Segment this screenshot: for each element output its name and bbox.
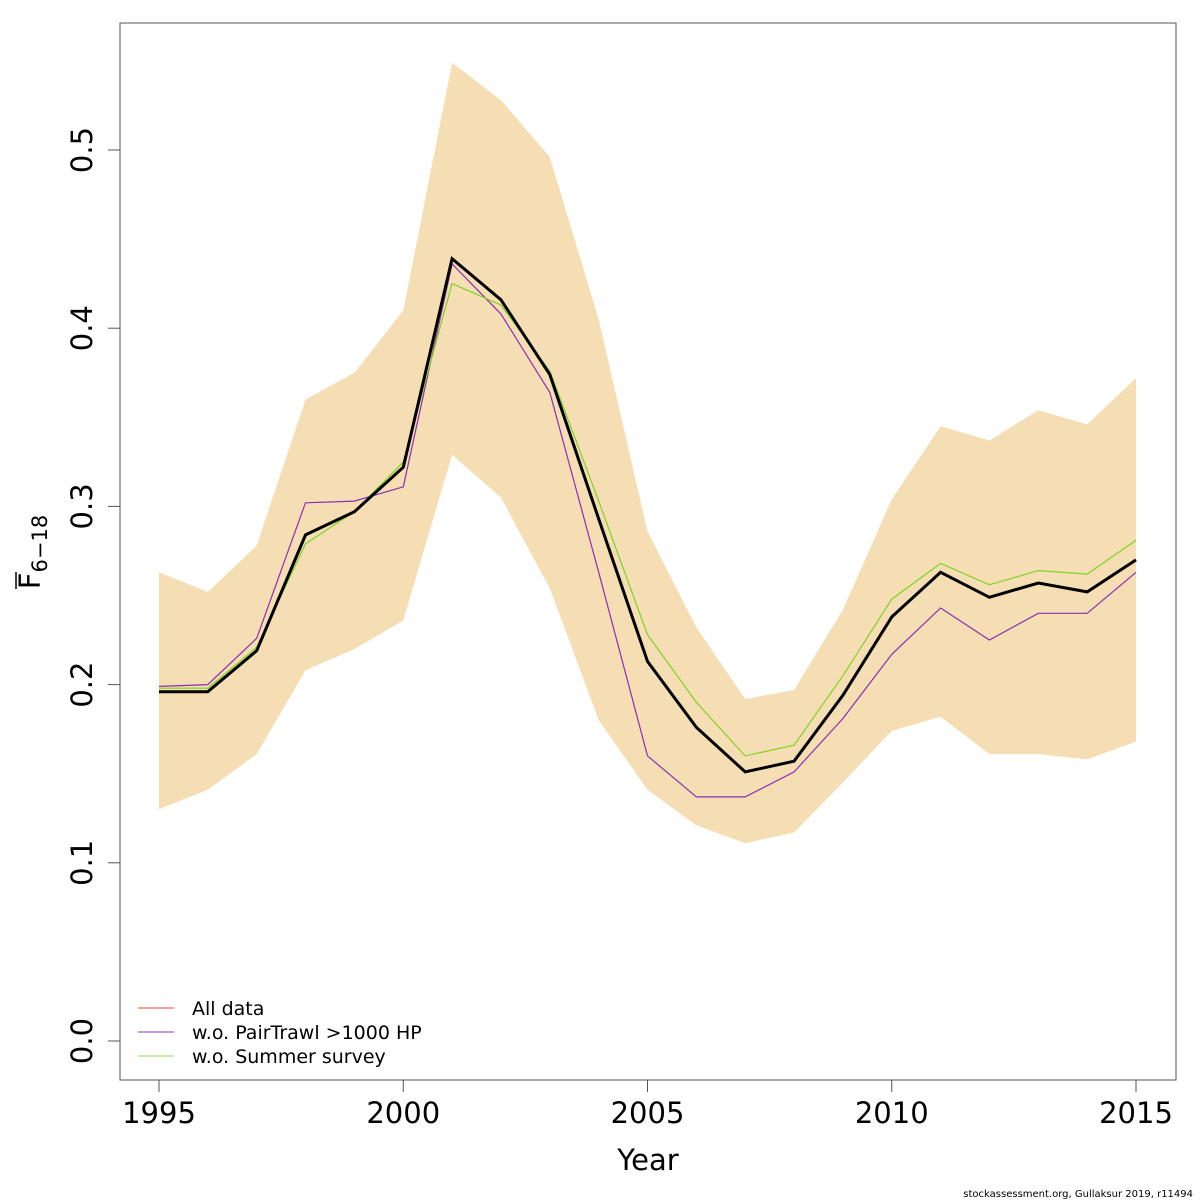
series-line-all-data — [159, 255, 1137, 774]
x-tick-label: 1995 — [122, 1096, 196, 1130]
x-axis: 1995 2000 2005 2010 2015 — [122, 1079, 1173, 1130]
legend-label-all-data: All data — [192, 998, 264, 1020]
x-tick-label: 2000 — [366, 1096, 440, 1130]
series-line-w-o-pairtrawl-1000-hp — [158, 262, 1137, 798]
x-tick-label: 2010 — [855, 1096, 929, 1130]
x-axis-title: Year — [616, 1143, 678, 1177]
y-tick-label: 0.1 — [65, 840, 99, 886]
series-lines-layer — [158, 255, 1137, 798]
legend-label-w-o-summer-survey: w.o. Summer survey — [192, 1046, 386, 1068]
x-tick-label: 2005 — [611, 1096, 685, 1130]
confidence-band — [159, 62, 1136, 844]
y-axis: 0.0 0.1 0.2 0.3 0.4 0.5 — [65, 127, 121, 1064]
y-axis-title-main: F — [13, 573, 47, 590]
y-tick-label: 0.5 — [65, 127, 99, 173]
y-tick-label: 0.4 — [65, 305, 99, 351]
confidence-band-layer — [159, 62, 1136, 844]
y-axis-title-subscript: 6−18 — [28, 515, 52, 573]
y-tick-label: 0.2 — [65, 662, 99, 708]
credit-annotation: stockassessment.org, Gullaksur 2019, r11… — [963, 1189, 1193, 1200]
legend-label-w-o-pairtrawl-1000-hp: w.o. PairTrawl >1000 HP — [192, 1022, 422, 1044]
y-axis-title: F6−18 — [13, 515, 52, 589]
x-tick-label: 2015 — [1099, 1096, 1173, 1130]
y-tick-label: 0.0 — [65, 1018, 99, 1064]
y-tick-label: 0.3 — [65, 483, 99, 529]
svg-text:F6−18: F6−18 — [13, 515, 52, 589]
series-line-w-o-summer-survey — [159, 282, 1137, 757]
